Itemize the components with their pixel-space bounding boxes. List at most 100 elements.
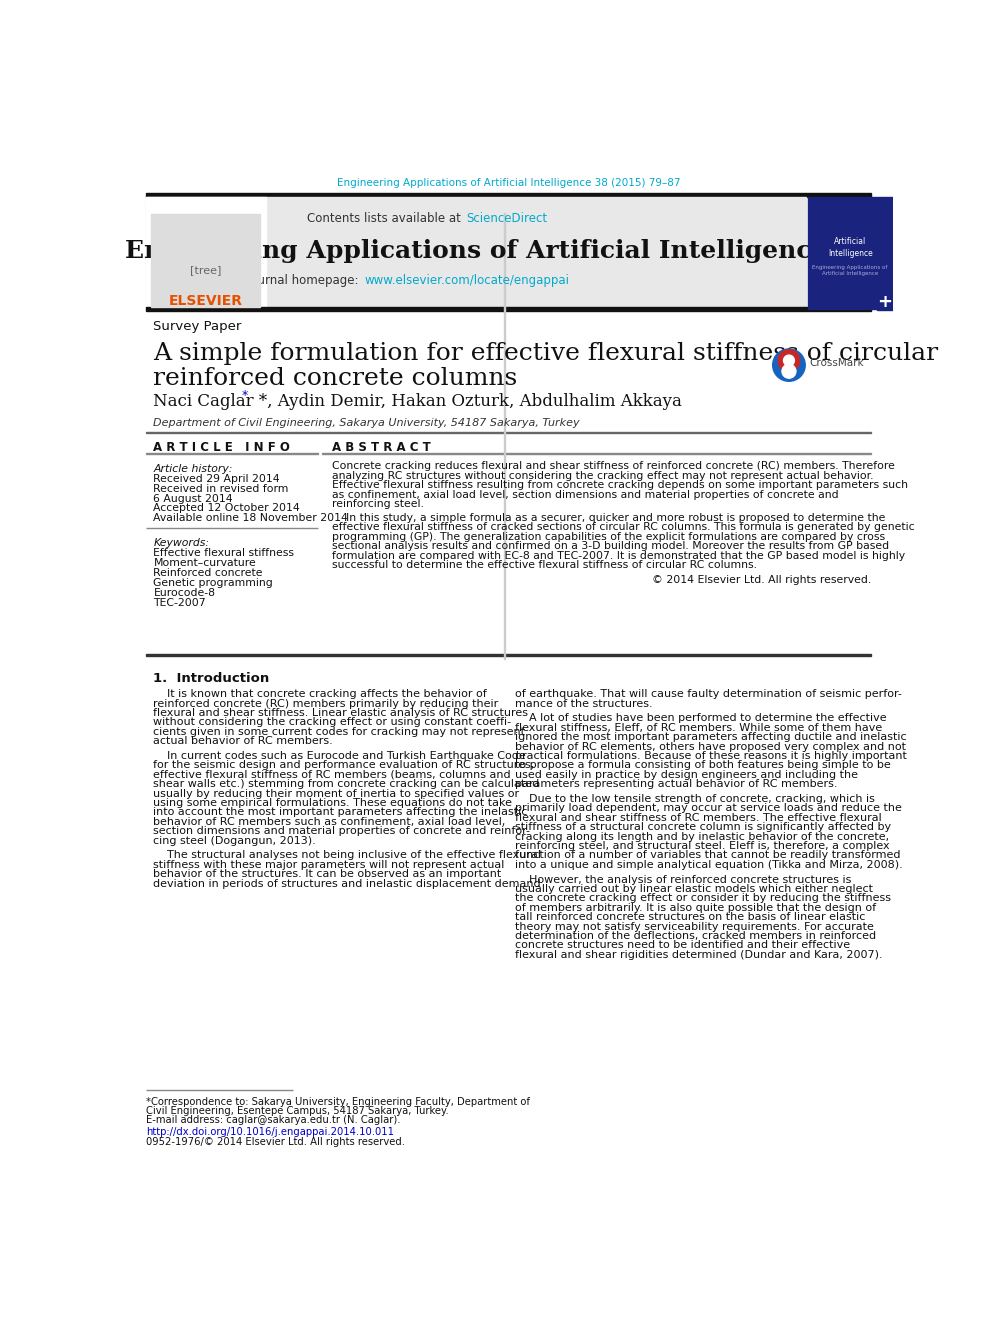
Text: using some empirical formulations. These equations do not take: using some empirical formulations. These…	[154, 798, 513, 808]
Text: Reinforced concrete: Reinforced concrete	[154, 568, 263, 578]
Text: reinforced concrete (RC) members primarily by reducing their: reinforced concrete (RC) members primari…	[154, 699, 499, 709]
Text: *: *	[242, 389, 248, 402]
Text: behavior of RC members such as confinement, axial load level,: behavior of RC members such as confineme…	[154, 816, 506, 827]
Text: without considering the cracking effect or using constant coeffi-: without considering the cracking effect …	[154, 717, 512, 728]
Text: Eurocode-8: Eurocode-8	[154, 587, 215, 598]
Text: concrete structures need to be identified and their effective: concrete structures need to be identifie…	[515, 941, 850, 950]
Text: flexural and shear stiffness of RC members. The effective flexural: flexural and shear stiffness of RC membe…	[515, 812, 881, 823]
Text: Genetic programming: Genetic programming	[154, 578, 273, 587]
Text: Received in revised form: Received in revised form	[154, 484, 289, 493]
Text: deviation in periods of structures and inelastic displacement demand: deviation in periods of structures and i…	[154, 878, 541, 889]
Text: 0952-1976/© 2014 Elsevier Ltd. All rights reserved.: 0952-1976/© 2014 Elsevier Ltd. All right…	[146, 1136, 405, 1147]
Text: The structural analyses not being inclusive of the effective flexural: The structural analyses not being inclus…	[154, 851, 542, 860]
Circle shape	[778, 349, 800, 372]
Text: A R T I C L E   I N F O: A R T I C L E I N F O	[154, 441, 291, 454]
Text: [tree]: [tree]	[189, 266, 221, 275]
Text: to propose a formula consisting of both features being simple to be: to propose a formula consisting of both …	[515, 761, 891, 770]
Text: usually by reducing their moment of inertia to specified values or: usually by reducing their moment of iner…	[154, 789, 520, 799]
Text: Keywords:: Keywords:	[154, 537, 209, 548]
Text: Civil Engineering, Esentepe Campus, 54187 Sakarya, Turkey.: Civil Engineering, Esentepe Campus, 5418…	[146, 1106, 448, 1115]
Text: practical formulations. Because of these reasons it is highly important: practical formulations. Because of these…	[515, 751, 907, 761]
Text: Effective flexural stiffness resulting from concrete cracking depends on some im: Effective flexural stiffness resulting f…	[331, 480, 908, 490]
Text: primarily load dependent, may occur at service loads and reduce the: primarily load dependent, may occur at s…	[515, 803, 902, 814]
Bar	[146, 197, 266, 308]
Text: shear walls etc.) stemming from concrete cracking can be calculated: shear walls etc.) stemming from concrete…	[154, 779, 540, 790]
Bar	[810, 200, 890, 307]
Text: flexural stiffness, EIeff, of RC members. While some of them have: flexural stiffness, EIeff, of RC members…	[515, 722, 882, 733]
Bar	[146, 193, 871, 197]
Text: as confinement, axial load level, section dimensions and material properties of : as confinement, axial load level, sectio…	[331, 490, 838, 500]
Text: stiffness with these major parameters will not represent actual: stiffness with these major parameters wi…	[154, 860, 505, 869]
Bar	[146, 197, 806, 308]
Text: Due to the low tensile strength of concrete, cracking, which is: Due to the low tensile strength of concr…	[515, 794, 875, 804]
Text: ScienceDirect: ScienceDirect	[466, 212, 548, 225]
Text: reinforced concrete columns: reinforced concrete columns	[154, 366, 518, 390]
Text: function of a number of variables that cannot be readily transformed: function of a number of variables that c…	[515, 851, 900, 860]
Text: usually carried out by linear elastic models which either neglect: usually carried out by linear elastic mo…	[515, 884, 873, 894]
Text: E-mail address: caglar@sakarya.edu.tr (N. Caglar).: E-mail address: caglar@sakarya.edu.tr (N…	[146, 1115, 400, 1125]
Text: programming (GP). The generalization capabilities of the explicit formulations a: programming (GP). The generalization cap…	[331, 532, 885, 541]
Text: analyzing RC structures without considering the cracking effect may not represen: analyzing RC structures without consider…	[331, 471, 873, 480]
Text: Available online 18 November 2014: Available online 18 November 2014	[154, 513, 348, 523]
Text: Survey Paper: Survey Paper	[154, 320, 242, 333]
Text: Engineering Applications of Artificial Intelligence: Engineering Applications of Artificial I…	[125, 239, 827, 263]
Text: parameters representing actual behavior of RC members.: parameters representing actual behavior …	[515, 779, 837, 790]
Text: A B S T R A C T: A B S T R A C T	[331, 441, 431, 454]
Text: www.elsevier.com/locate/engappai: www.elsevier.com/locate/engappai	[364, 274, 569, 287]
Bar	[807, 197, 893, 308]
Text: actual behavior of RC members.: actual behavior of RC members.	[154, 737, 333, 746]
Text: In current codes such as Eurocode and Turkish Earthquake Code: In current codes such as Eurocode and Tu…	[154, 751, 526, 761]
Bar	[146, 654, 871, 656]
Text: In this study, a simple formula as a securer, quicker and more robust is propose: In this study, a simple formula as a sec…	[331, 513, 885, 523]
Text: Department of Civil Engineering, Sakarya University, 54187 Sakarya, Turkey: Department of Civil Engineering, Sakarya…	[154, 418, 580, 427]
Text: of members arbitrarily. It is also quite possible that the design of: of members arbitrarily. It is also quite…	[515, 902, 876, 913]
Text: theory may not satisfy serviceability requirements. For accurate: theory may not satisfy serviceability re…	[515, 922, 874, 931]
Text: reinforcing steel.: reinforcing steel.	[331, 499, 424, 509]
Text: into account the most important parameters affecting the inelastic: into account the most important paramete…	[154, 807, 528, 818]
Text: mance of the structures.: mance of the structures.	[515, 699, 652, 709]
Text: http://dx.doi.org/10.1016/j.engappai.2014.10.011: http://dx.doi.org/10.1016/j.engappai.201…	[146, 1127, 394, 1138]
Text: effective flexural stiffness of RC members (beams, columns and: effective flexural stiffness of RC membe…	[154, 770, 511, 779]
Text: sectional analysis results and confirmed on a 3-D building model. Moreover the r: sectional analysis results and confirmed…	[331, 541, 889, 552]
Text: Engineering Applications of Artificial Intelligence 38 (2015) 79–87: Engineering Applications of Artificial I…	[336, 179, 681, 188]
Text: of earthquake. That will cause faulty determination of seismic perfor-: of earthquake. That will cause faulty de…	[515, 689, 902, 700]
Text: +: +	[878, 292, 893, 311]
Text: stiffness of a structural concrete column is significantly affected by: stiffness of a structural concrete colum…	[515, 822, 891, 832]
Text: flexural and shear rigidities determined (Dundar and Kara, 2007).: flexural and shear rigidities determined…	[515, 950, 882, 959]
Text: Naci Caglar *, Aydin Demir, Hakan Ozturk, Abdulhalim Akkaya: Naci Caglar *, Aydin Demir, Hakan Ozturk…	[154, 393, 682, 410]
Text: ignored the most important parameters affecting ductile and inelastic: ignored the most important parameters af…	[515, 732, 907, 742]
Text: CrossMark: CrossMark	[809, 357, 864, 368]
Circle shape	[773, 349, 806, 381]
Text: A simple formulation for effective flexural stiffness of circular: A simple formulation for effective flexu…	[154, 343, 938, 365]
Text: behavior of the structures. It can be observed as an important: behavior of the structures. It can be ob…	[154, 869, 502, 880]
Text: © 2014 Elsevier Ltd. All rights reserved.: © 2014 Elsevier Ltd. All rights reserved…	[652, 576, 871, 586]
Text: used easily in practice by design engineers and including the: used easily in practice by design engine…	[515, 770, 858, 779]
Text: determination of the deflections, cracked members in reinforced: determination of the deflections, cracke…	[515, 931, 876, 941]
Circle shape	[782, 364, 796, 378]
Text: flexural and shear stiffness. Linear elastic analysis of RC structures: flexural and shear stiffness. Linear ela…	[154, 708, 529, 718]
Text: ELSEVIER: ELSEVIER	[169, 294, 242, 308]
Text: *Correspondence to: Sakarya University, Engineering Faculty, Department of: *Correspondence to: Sakarya University, …	[146, 1097, 530, 1106]
Text: Contents lists available at: Contents lists available at	[308, 212, 465, 225]
Text: effective flexural stiffness of cracked sections of circular RC columns. This fo: effective flexural stiffness of cracked …	[331, 523, 915, 532]
Text: reinforcing steel, and structural steel. EIeff is, therefore, a complex: reinforcing steel, and structural steel.…	[515, 841, 889, 851]
Text: Artificial
Intelligence: Artificial Intelligence	[827, 237, 873, 258]
Text: for the seismic design and performance evaluation of RC structures,: for the seismic design and performance e…	[154, 761, 535, 770]
Text: Moment–curvature: Moment–curvature	[154, 558, 256, 569]
Text: cing steel (Dogangun, 2013).: cing steel (Dogangun, 2013).	[154, 836, 316, 845]
Text: Article history:: Article history:	[154, 464, 233, 475]
Text: journal homepage:: journal homepage:	[247, 274, 363, 287]
Text: cracking along its length and by inelastic behavior of the concrete,: cracking along its length and by inelast…	[515, 832, 889, 841]
Text: tall reinforced concrete structures on the basis of linear elastic: tall reinforced concrete structures on t…	[515, 912, 865, 922]
Text: into a unique and simple analytical equation (Tikka and Mirza, 2008).: into a unique and simple analytical equa…	[515, 860, 903, 869]
Text: It is known that concrete cracking affects the behavior of: It is known that concrete cracking affec…	[154, 689, 487, 700]
Text: Accepted 12 October 2014: Accepted 12 October 2014	[154, 503, 301, 513]
Text: the concrete cracking effect or consider it by reducing the stiffness: the concrete cracking effect or consider…	[515, 893, 891, 904]
Text: formulation are compared with EC-8 and TEC-2007. It is demonstrated that the GP : formulation are compared with EC-8 and T…	[331, 550, 905, 561]
Bar	[146, 307, 871, 311]
Text: 1.  Introduction: 1. Introduction	[154, 672, 270, 685]
Text: cients given in some current codes for cracking may not represent: cients given in some current codes for c…	[154, 726, 526, 737]
Text: Effective flexural stiffness: Effective flexural stiffness	[154, 548, 295, 558]
Text: successful to determine the effective flexural stiffness of circular RC columns.: successful to determine the effective fl…	[331, 560, 757, 570]
Text: Engineering Applications of
Artificial Intelligence: Engineering Applications of Artificial I…	[812, 265, 888, 277]
